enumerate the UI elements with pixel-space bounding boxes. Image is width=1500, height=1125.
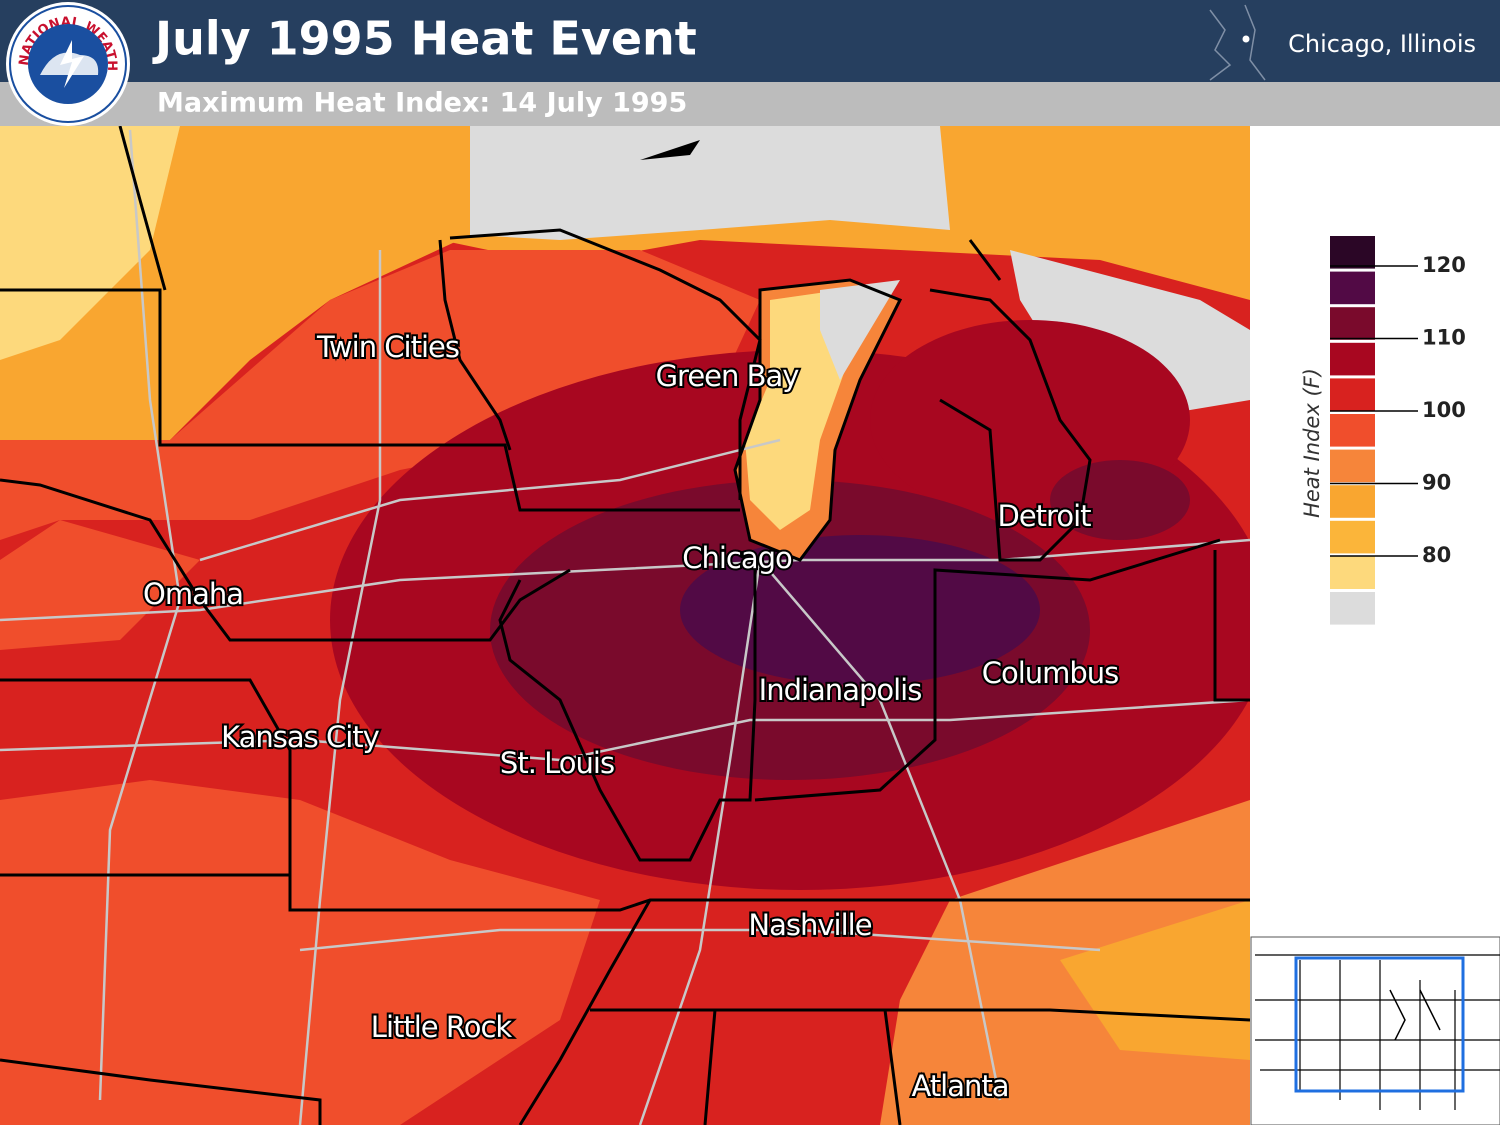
logo: NATIONAL WEATHER SERVICE — [0, 0, 130, 126]
subtitle-bar — [0, 82, 1500, 126]
legend-swatch — [1330, 520, 1375, 554]
city-label: Detroit — [998, 499, 1092, 533]
city-label: St. Louis — [500, 746, 614, 780]
legend-tick-label: 110 — [1422, 326, 1466, 350]
legend-title: Heat Index (F) — [1300, 368, 1324, 518]
city-label: Omaha — [143, 577, 243, 611]
legend-tick-label: 120 — [1422, 253, 1466, 277]
heat-map: Twin Cities Green Bay Detroit Chicago Omaha C… — [0, 126, 1250, 1125]
legend-swatch — [1330, 342, 1375, 376]
legend-swatch — [1330, 592, 1375, 625]
legend-swatch — [1330, 271, 1375, 305]
legend-tick-label: 100 — [1422, 398, 1466, 422]
city-label: Little Rock — [371, 1010, 513, 1044]
city-label: Nashville — [748, 908, 871, 942]
inset-map — [1250, 936, 1500, 1125]
location: Chicago, Illinois — [1288, 30, 1476, 58]
legend-swatch — [1330, 236, 1375, 269]
legend-swatch — [1330, 414, 1375, 447]
city-label: Atlanta — [911, 1069, 1008, 1103]
legend-tick-label: 80 — [1422, 543, 1451, 567]
legend-swatch — [1330, 378, 1375, 411]
city-label: Chicago — [682, 541, 792, 575]
subtitle: Maximum Heat Index: 14 July 1995 — [157, 88, 687, 119]
legend-swatch — [1330, 449, 1375, 483]
legend-swatch — [1330, 307, 1375, 340]
title: July 1995 Heat Event — [152, 12, 697, 66]
city-label: Green Bay — [656, 359, 800, 393]
city-label: Indianapolis — [759, 673, 922, 707]
legend-swatch — [1330, 485, 1375, 518]
legend-tick-label: 90 — [1422, 471, 1451, 495]
city-label: Twin Cities — [316, 330, 459, 364]
header-bar — [0, 0, 1500, 82]
legend-swatch — [1330, 556, 1375, 589]
city-label: Kansas City — [221, 720, 380, 754]
legend: Heat Index (F) 120 110 100 90 80 — [1300, 236, 1466, 625]
city-label: Columbus — [982, 656, 1119, 690]
